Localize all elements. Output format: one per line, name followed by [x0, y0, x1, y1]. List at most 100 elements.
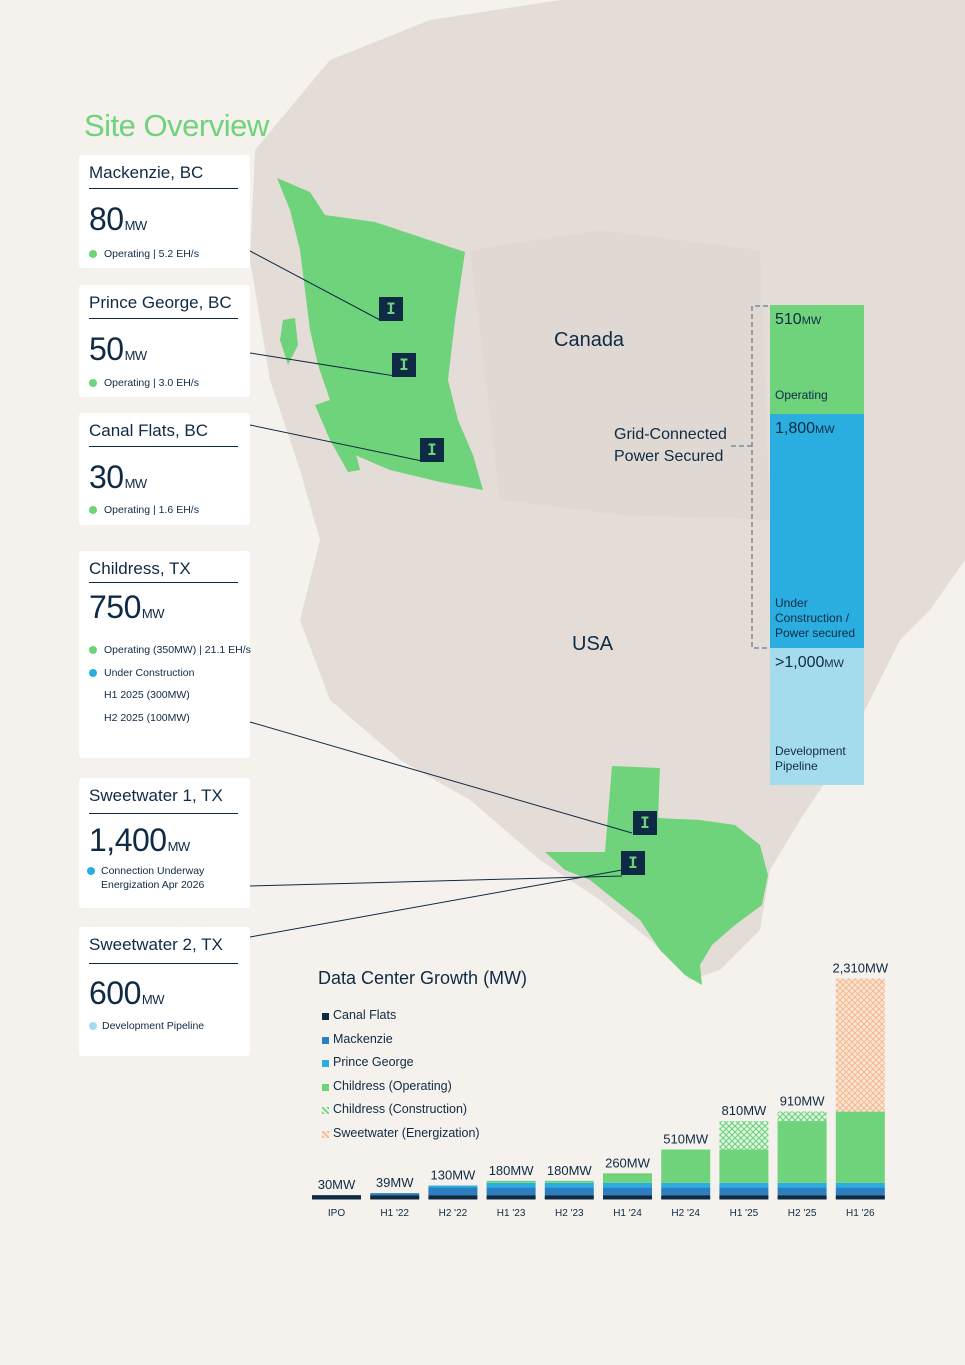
- mackenzie-site-marker[interactable]: I: [379, 297, 403, 321]
- site-card-sweetwater-1[interactable]: Sweetwater 1, TX 1,400MW Connection Unde…: [79, 778, 250, 908]
- site-capacity: 750: [89, 589, 141, 625]
- bar-segment: [719, 1182, 769, 1188]
- sweetwater-site-marker[interactable]: I: [621, 851, 645, 875]
- bar-total-label: 810MW: [722, 1103, 768, 1118]
- category-label: H1 '23: [497, 1208, 526, 1219]
- canal-flats-site-marker[interactable]: I: [420, 438, 444, 462]
- site-status: Operating | 3.0 EH/s: [104, 377, 199, 389]
- legend-swatch: [322, 1083, 329, 1091]
- category-label: H1 '25: [730, 1208, 759, 1219]
- childress-site-marker[interactable]: I: [633, 811, 657, 835]
- bar-total-label: 510MW: [663, 1132, 709, 1147]
- site-capacity-unit: MW: [124, 348, 148, 363]
- site-capacity: 80: [89, 201, 124, 237]
- bar-total-label: 2,310MW: [832, 961, 888, 976]
- page-title: Site Overview: [84, 108, 269, 143]
- grid-connected-label: Grid-Connected Power Secured: [614, 426, 727, 465]
- site-card-prince-george[interactable]: Prince George, BC 50MW Operating | 3.0 E…: [79, 285, 250, 397]
- bar-baseline: [777, 1197, 827, 1200]
- category-label: H1 '26: [846, 1208, 875, 1219]
- site-card-mackenzie[interactable]: Mackenzie, BC 80MW Operating | 5.2 EH/s: [79, 155, 250, 268]
- bar-segment: [428, 1185, 478, 1188]
- bar-baseline: [486, 1197, 536, 1200]
- bar-segment: [835, 1187, 885, 1196]
- growth-bar-chart: 30MW IPO 39MW H1 '22 130MW H2 '22 180MW H1 '23 1…: [312, 961, 889, 1219]
- bar-segment: [603, 1182, 652, 1188]
- legend-item: Childress (Construction): [322, 1102, 480, 1126]
- legend-label: Childress (Construction): [333, 1102, 468, 1116]
- bar-segment: [719, 1149, 769, 1183]
- capacity-operating-segment: 510MW Operating: [770, 305, 864, 414]
- site-status: Development Pipeline: [102, 1020, 205, 1032]
- bar-segment: [835, 1195, 885, 1198]
- bar-segment: [544, 1187, 594, 1196]
- bar-total-label: 910MW: [780, 1094, 826, 1109]
- bar-segment: [544, 1180, 594, 1183]
- site-status-detail: H2 2025 (100MW): [104, 712, 190, 724]
- site-capacity: 30: [89, 459, 124, 495]
- site-status-detail: Energization Apr 2026: [101, 879, 205, 891]
- bar-segment: [428, 1187, 478, 1196]
- bar-segment: [603, 1187, 652, 1196]
- bar-segment: [370, 1193, 420, 1196]
- bar-segment: [312, 1195, 361, 1198]
- bar-baseline: [370, 1197, 420, 1200]
- legend-swatch: [322, 1036, 329, 1044]
- construction-status-dot: [89, 669, 97, 677]
- pipeline-status-dot: [89, 1022, 97, 1030]
- site-name: Childress, TX: [89, 559, 191, 578]
- site-name: Canal Flats, BC: [89, 421, 209, 440]
- operating-status-dot: [89, 646, 97, 654]
- legend-label: Childress (Operating): [333, 1078, 452, 1093]
- legend-item: Canal Flats: [322, 1008, 480, 1032]
- bar-segment: [486, 1180, 536, 1183]
- legend-swatch: [322, 1013, 329, 1020]
- site-capacity: 1,400: [89, 822, 167, 858]
- legend-item: Mackenzie: [322, 1032, 480, 1056]
- operating-status-dot: [89, 379, 97, 387]
- bar-baseline: [428, 1197, 478, 1200]
- usa-label: USA: [572, 633, 614, 655]
- site-capacity-unit: MW: [124, 218, 148, 233]
- bar-segment: [603, 1195, 652, 1198]
- bar-segment: [835, 978, 885, 1112]
- site-status: Operating | 5.2 EH/s: [104, 248, 199, 260]
- site-capacity-unit: MW: [141, 992, 165, 1007]
- bar-baseline: [312, 1197, 361, 1200]
- bar-segment: [777, 1195, 827, 1198]
- site-status: Operating | 1.6 EH/s: [104, 504, 199, 516]
- bar-segment: [835, 1182, 885, 1188]
- construction-status-dot: [87, 867, 95, 875]
- bar-baseline: [719, 1197, 769, 1200]
- category-label: H2 '23: [555, 1208, 584, 1219]
- legend-label: Mackenzie: [333, 1031, 393, 1046]
- site-card-sweetwater-2[interactable]: Sweetwater 2, TX 600MW Development Pipel…: [79, 927, 250, 1056]
- site-name: Mackenzie, BC: [89, 163, 204, 182]
- bar-segment: [777, 1121, 827, 1183]
- site-card-canal-flats[interactable]: Canal Flats, BC 30MW Operating | 1.6 EH/…: [79, 413, 250, 525]
- bar-segment: [428, 1195, 478, 1198]
- bar-segment: [661, 1187, 711, 1196]
- bar-segment: [544, 1195, 594, 1198]
- site-capacity-unit: MW: [167, 839, 191, 854]
- legend-item: Sweetwater (Energization): [322, 1126, 480, 1150]
- legend-swatch: [322, 1130, 329, 1138]
- category-label: IPO: [328, 1208, 345, 1219]
- arctic-islands: [620, 0, 860, 40]
- category-label: H2 '22: [439, 1208, 468, 1219]
- site-capacity: 50: [89, 331, 124, 367]
- site-capacity-unit: MW: [141, 606, 165, 621]
- grid-connected-bracket: [730, 305, 768, 649]
- site-card-childress[interactable]: Childress, TX 750MW Operating (350MW) | …: [79, 551, 251, 758]
- legend-swatch: [322, 1107, 329, 1114]
- bar-baseline: [544, 1197, 594, 1200]
- legend-item: Prince George: [322, 1055, 480, 1079]
- bar-segment: [661, 1182, 711, 1188]
- category-label: H2 '24: [671, 1208, 700, 1219]
- texas: [545, 766, 768, 985]
- bar-total-label: 39MW: [376, 1175, 414, 1190]
- prince-george-site-marker[interactable]: I: [392, 353, 416, 377]
- bar-segment: [835, 1111, 885, 1183]
- bar-segment: [719, 1195, 769, 1198]
- site-status: Operating (350MW) | 21.1 EH/s: [104, 644, 251, 656]
